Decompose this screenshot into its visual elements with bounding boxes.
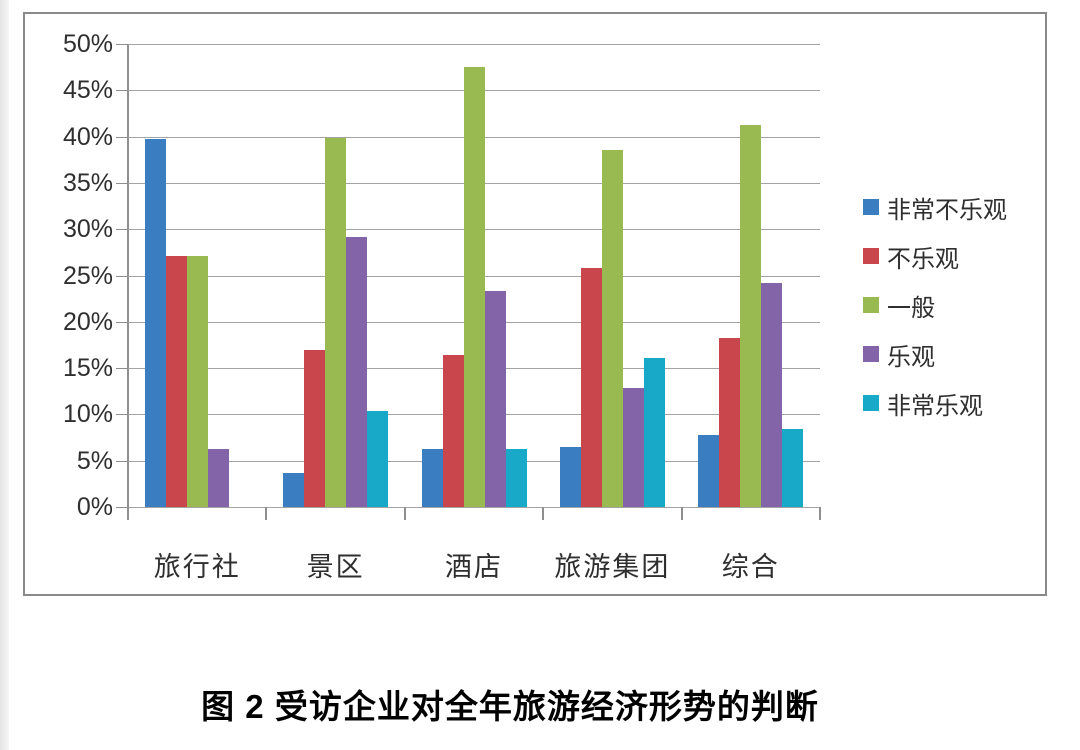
y-axis-label: 20% bbox=[62, 307, 113, 336]
y-axis-label: 30% bbox=[62, 215, 113, 244]
bar-不乐观-旅行社 bbox=[165, 256, 187, 507]
bar-非常不乐观-酒店 bbox=[421, 448, 443, 507]
figure-caption: 图 2 受访企业对全年旅游经济形势的判断 bbox=[201, 688, 819, 725]
bar-乐观-旅行社 bbox=[207, 448, 229, 507]
x-axis-tick bbox=[819, 507, 821, 520]
y-axis-label: 0% bbox=[76, 493, 113, 521]
x-axis-label: 旅行社 bbox=[153, 552, 241, 582]
bar-一般-酒店 bbox=[463, 67, 485, 507]
y-axis-tick bbox=[116, 321, 128, 323]
legend-swatch bbox=[863, 297, 879, 313]
bar-一般-旅游集团 bbox=[601, 149, 623, 507]
y-axis-tick bbox=[116, 229, 128, 231]
x-axis-label: 景区 bbox=[306, 552, 365, 582]
y-axis-tick bbox=[116, 90, 128, 92]
bar-非常乐观-综合 bbox=[782, 429, 804, 507]
y-axis-tick bbox=[116, 136, 128, 138]
y-axis-label: 25% bbox=[62, 261, 113, 290]
y-axis-label: 35% bbox=[62, 168, 113, 197]
y-axis-tick bbox=[116, 460, 128, 462]
bar-非常不乐观-旅行社 bbox=[144, 139, 166, 507]
y-axis-label: 45% bbox=[62, 76, 113, 105]
y-axis-tick bbox=[116, 507, 128, 508]
legend-swatch bbox=[863, 248, 879, 264]
bar-不乐观-旅游集团 bbox=[580, 268, 602, 507]
gridline bbox=[128, 507, 820, 508]
bar-非常乐观-旅游集团 bbox=[643, 357, 665, 507]
bar-非常不乐观-综合 bbox=[698, 434, 720, 507]
y-axis-tick bbox=[116, 414, 128, 416]
bar-一般-综合 bbox=[740, 124, 762, 507]
legend-label: 不乐观 bbox=[887, 245, 959, 273]
bar-不乐观-综合 bbox=[719, 338, 741, 507]
legend-item: 一般 bbox=[863, 290, 935, 322]
y-axis-tick bbox=[116, 44, 128, 45]
bar-非常乐观-酒店 bbox=[505, 448, 527, 507]
legend-label: 非常不乐观 bbox=[887, 196, 1007, 224]
bar-乐观-酒店 bbox=[484, 291, 506, 507]
y-axis-tick bbox=[116, 368, 128, 370]
y-axis-label: 40% bbox=[62, 122, 113, 151]
bar-一般-景区 bbox=[325, 138, 347, 507]
bar-非常不乐观-景区 bbox=[283, 472, 305, 507]
bar-乐观-旅游集团 bbox=[622, 387, 644, 507]
bar-乐观-综合 bbox=[761, 282, 783, 507]
x-axis-tick bbox=[542, 507, 545, 520]
legend-label: 乐观 bbox=[887, 343, 935, 371]
bar-不乐观-酒店 bbox=[442, 355, 464, 507]
legend-item: 乐观 bbox=[863, 339, 935, 371]
y-axis-label: 10% bbox=[62, 400, 113, 429]
legend-swatch bbox=[863, 199, 879, 215]
bar-乐观-景区 bbox=[346, 236, 368, 507]
bar-非常不乐观-旅游集团 bbox=[559, 446, 581, 507]
bar-一般-旅行社 bbox=[186, 256, 208, 507]
x-axis-label: 酒店 bbox=[445, 552, 503, 582]
y-axis-tick bbox=[116, 182, 128, 184]
legend-item: 非常乐观 bbox=[863, 388, 983, 420]
y-axis-label: 50% bbox=[62, 30, 113, 58]
y-axis-label: 5% bbox=[76, 446, 113, 475]
y-axis-label: 15% bbox=[62, 354, 113, 383]
chart-frame: 50% 45% 40% 35% 30% 25% 20% 15% 10% 5% 0% 旅行社 景区 酒店 旅游… bbox=[23, 12, 1047, 596]
x-axis-label: 综合 bbox=[721, 552, 780, 582]
gridline bbox=[128, 44, 820, 45]
x-axis-tick bbox=[127, 507, 129, 520]
x-axis-label: 旅游集团 bbox=[554, 552, 671, 582]
legend-swatch bbox=[863, 395, 879, 411]
bar-非常乐观-景区 bbox=[367, 410, 389, 507]
legend-item: 不乐观 bbox=[863, 241, 959, 273]
bar-不乐观-景区 bbox=[304, 349, 326, 507]
y-axis-tick bbox=[116, 275, 128, 277]
x-axis-tick bbox=[265, 507, 268, 520]
legend-item: 非常不乐观 bbox=[863, 192, 1007, 224]
plot-area: 50% 45% 40% 35% 30% 25% 20% 15% 10% 5% 0% 旅行社 景区 酒店 旅游… bbox=[63, 30, 821, 582]
legend-swatch bbox=[863, 346, 879, 362]
x-axis-tick bbox=[403, 507, 406, 520]
x-axis-tick bbox=[680, 507, 683, 520]
legend-label: 一般 bbox=[887, 294, 935, 322]
legend-label: 非常乐观 bbox=[887, 392, 983, 420]
page-edge-strip bbox=[0, 0, 9, 750]
